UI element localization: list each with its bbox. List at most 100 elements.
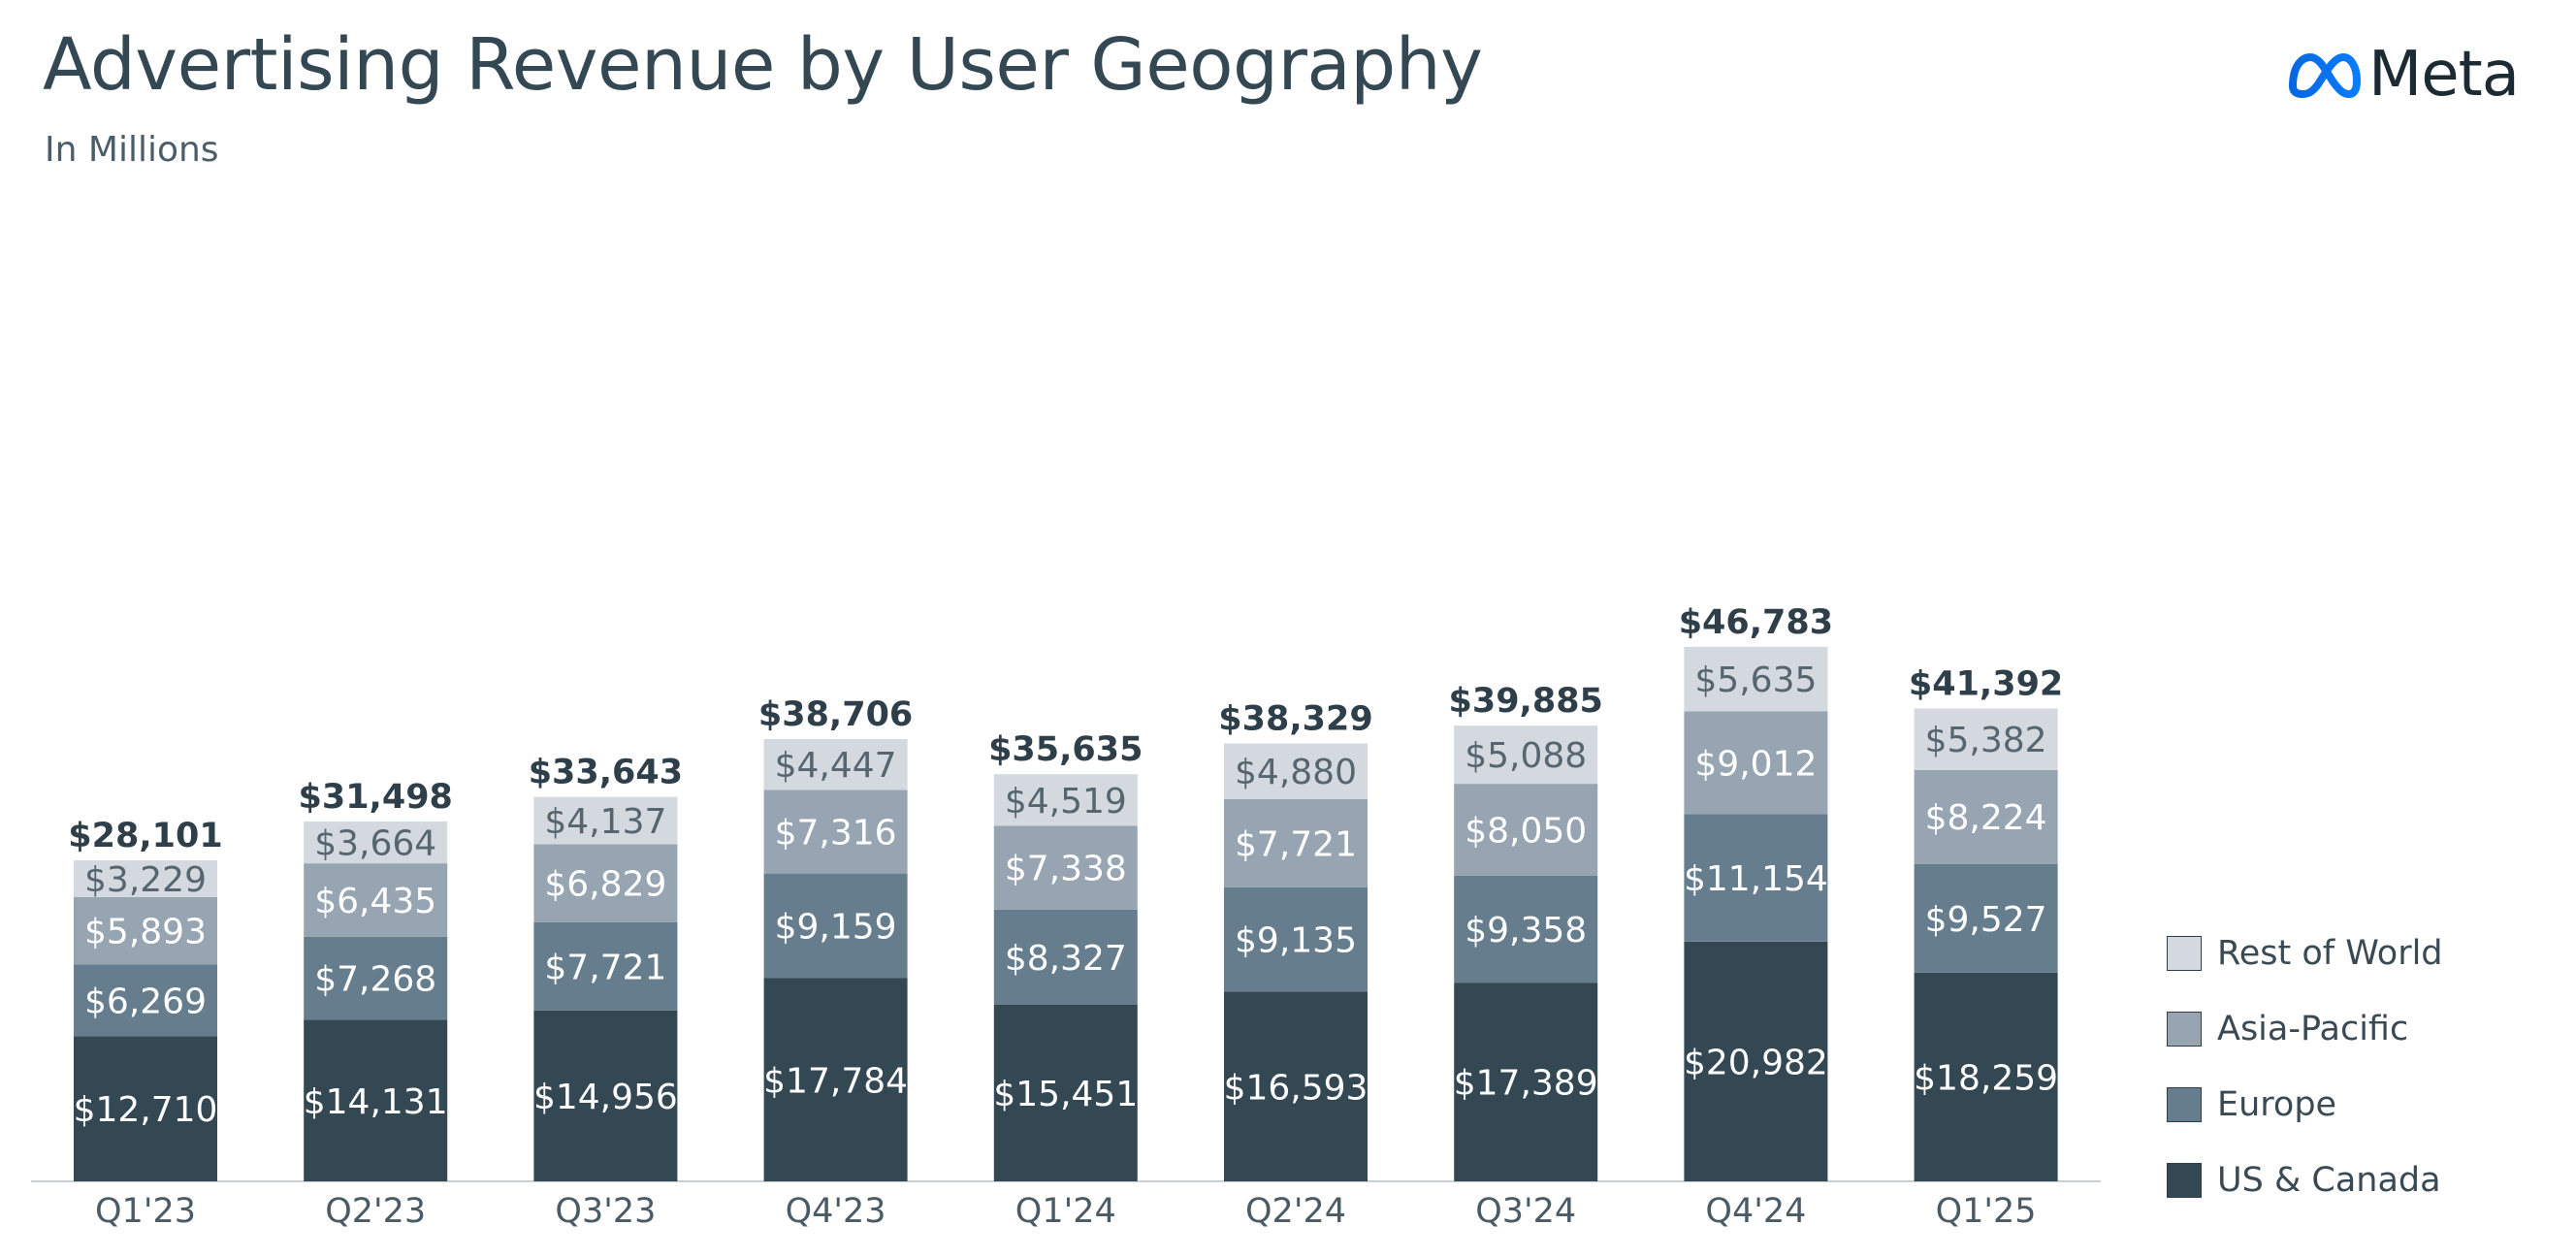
bar-segment-asia-pacific xyxy=(1914,769,2058,864)
bar-total-label: $38,706 xyxy=(758,695,913,734)
bar-segment-asia-pacific xyxy=(1224,798,1368,887)
x-tick-label: Q4'23 xyxy=(786,1192,886,1231)
segment-value-label: $17,389 xyxy=(1454,1064,1598,1104)
segment-value-label: $4,880 xyxy=(1235,753,1357,792)
bar-total-label: $31,498 xyxy=(298,778,452,817)
x-tick-label: Q2'23 xyxy=(325,1192,426,1231)
bar-segment-us-canada xyxy=(533,1010,678,1181)
segment-value-label: $18,259 xyxy=(1914,1058,2058,1098)
bar-segment-rest-of-world xyxy=(304,821,448,864)
segment-value-label: $9,135 xyxy=(1235,921,1357,961)
logo-text: Meta xyxy=(2368,39,2520,111)
bar-segment-asia-pacific xyxy=(1454,784,1598,876)
legend-swatch xyxy=(2167,1087,2202,1122)
segment-value-label: $5,635 xyxy=(1694,661,1817,700)
bar-segment-rest-of-world xyxy=(763,739,908,790)
x-tick-label: Q3'24 xyxy=(1475,1192,1576,1231)
bar-segment-europe xyxy=(74,964,217,1037)
legend-item-asia-pacific: Asia-Pacific xyxy=(2167,991,2443,1067)
legend-label: Europe xyxy=(2217,1085,2337,1124)
bar-total-label: $46,783 xyxy=(1679,603,1833,642)
segment-value-label: $6,435 xyxy=(314,882,436,921)
segment-value-label: $3,664 xyxy=(314,824,436,864)
x-tick-label: Q1'25 xyxy=(1936,1192,2037,1231)
x-tick-label: Q1'23 xyxy=(95,1192,196,1231)
bar-segment-asia-pacific xyxy=(533,844,678,922)
segment-value-label: $14,131 xyxy=(304,1082,448,1122)
bar-segment-rest-of-world xyxy=(74,859,217,898)
legend-swatch xyxy=(2167,1012,2202,1047)
segment-value-label: $9,527 xyxy=(1925,900,2047,940)
bar-segment-asia-pacific xyxy=(1684,711,1828,815)
bar-total-label: $39,885 xyxy=(1448,682,1602,721)
legend-swatch xyxy=(2167,936,2202,971)
segment-value-label: $17,784 xyxy=(763,1061,908,1101)
segment-value-label: $8,050 xyxy=(1465,812,1587,852)
segment-value-label: $14,956 xyxy=(533,1078,678,1117)
chart-subtitle: In Millions xyxy=(45,130,219,170)
segment-value-label: $7,721 xyxy=(544,948,666,987)
legend-label: US & Canada xyxy=(2217,1161,2441,1200)
bar-segment-europe xyxy=(533,921,678,1011)
segment-value-label: $6,269 xyxy=(84,982,207,1021)
bar-total-label: $33,643 xyxy=(529,754,683,792)
bar-segment-europe xyxy=(1684,814,1828,942)
bar-total-label: $35,635 xyxy=(988,730,1143,769)
segment-value-label: $9,012 xyxy=(1694,744,1817,784)
bar-total-label: $41,392 xyxy=(1909,664,2063,703)
bar-segment-europe xyxy=(1224,886,1368,992)
segment-value-label: $4,447 xyxy=(775,746,897,786)
bar-segment-europe xyxy=(1454,875,1598,983)
x-tick-label: Q1'24 xyxy=(1015,1192,1116,1231)
x-tick-label: Q4'24 xyxy=(1705,1192,1806,1231)
legend-item-us-canada: US & Canada xyxy=(2167,1143,2443,1218)
segment-value-label: $7,721 xyxy=(1235,824,1357,864)
bar-segment-europe xyxy=(304,936,448,1020)
bar-segment-asia-pacific xyxy=(304,863,448,937)
bar-segment-us-canada xyxy=(1454,983,1598,1181)
bar-segment-us-canada xyxy=(304,1019,448,1181)
bar-segment-europe xyxy=(763,873,908,979)
bar-segment-rest-of-world xyxy=(993,774,1138,826)
bar-segment-us-canada xyxy=(763,978,908,1181)
segment-value-label: $9,159 xyxy=(775,908,897,948)
meta-infinity-icon xyxy=(2289,53,2361,98)
segment-value-label: $5,382 xyxy=(1925,721,2047,760)
bar-segment-rest-of-world xyxy=(1684,646,1828,712)
meta-logo: Meta xyxy=(2285,39,2520,111)
bar-segment-us-canada xyxy=(1914,972,2058,1181)
bar-segment-asia-pacific xyxy=(993,825,1138,910)
bar-total-label: $28,101 xyxy=(68,817,222,855)
segment-value-label: $7,316 xyxy=(775,814,897,854)
bar-total-label: $38,329 xyxy=(1218,699,1372,738)
bar-segment-us-canada xyxy=(74,1036,217,1181)
x-tick-label: Q3'23 xyxy=(555,1192,656,1231)
bar-segment-europe xyxy=(993,909,1138,1005)
legend-label: Asia-Pacific xyxy=(2217,1010,2409,1048)
segment-value-label: $8,327 xyxy=(1005,939,1127,979)
x-tick-label: Q2'24 xyxy=(1245,1192,1346,1231)
segment-value-label: $16,593 xyxy=(1224,1068,1368,1108)
legend-swatch xyxy=(2167,1163,2202,1198)
segment-value-label: $7,268 xyxy=(314,960,436,1000)
segment-value-label: $4,519 xyxy=(1005,782,1127,822)
bar-segment-rest-of-world xyxy=(1914,708,2058,770)
legend-item-europe: Europe xyxy=(2167,1067,2443,1143)
legend: Rest of World Asia-Pacific Europe US & C… xyxy=(2167,916,2443,1218)
legend-label: Rest of World xyxy=(2217,934,2443,973)
segment-value-label: $9,358 xyxy=(1465,911,1587,951)
segment-value-label: $12,710 xyxy=(74,1090,218,1130)
segment-value-label: $8,224 xyxy=(1925,798,2047,838)
bar-segment-asia-pacific xyxy=(74,897,217,965)
segment-value-label: $11,154 xyxy=(1684,859,1828,899)
bar-segment-us-canada xyxy=(1224,991,1368,1181)
segment-value-label: $15,451 xyxy=(993,1075,1138,1114)
legend-item-rest-of-world: Rest of World xyxy=(2167,916,2443,991)
segment-value-label: $6,829 xyxy=(544,865,666,905)
segment-value-label: $4,137 xyxy=(544,802,666,842)
bar-segment-rest-of-world xyxy=(1224,743,1368,799)
bar-segment-rest-of-world xyxy=(1454,725,1598,785)
segment-value-label: $20,982 xyxy=(1684,1043,1828,1082)
segment-value-label: $3,229 xyxy=(84,860,207,900)
